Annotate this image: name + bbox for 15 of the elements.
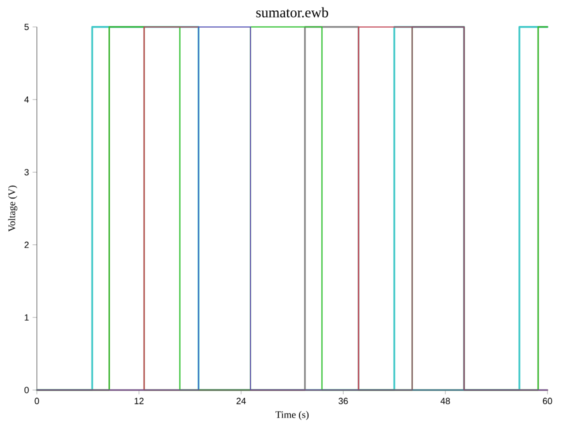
x-tick-label: 0 (34, 398, 40, 404)
x-tick-label: 60 (542, 398, 552, 404)
x-tick-label: 24 (236, 398, 246, 404)
y-tick-label: 3 (24, 168, 29, 176)
y-tick-label: 5 (24, 24, 29, 30)
y-tick-label: 4 (24, 96, 29, 102)
y-tick-label: 0 (24, 386, 29, 393)
x-tick-label: 12 (134, 398, 144, 404)
x-tick-label: 48 (440, 398, 450, 404)
y-axis-title: Voltage (V) (8, 185, 18, 232)
x-axis-title: Time (s) (276, 410, 309, 420)
chart-title: sumator.ewb (256, 7, 328, 18)
y-tick-label: 2 (24, 241, 29, 248)
y-tick-label: 1 (24, 314, 29, 320)
x-tick-label: 36 (338, 398, 348, 404)
